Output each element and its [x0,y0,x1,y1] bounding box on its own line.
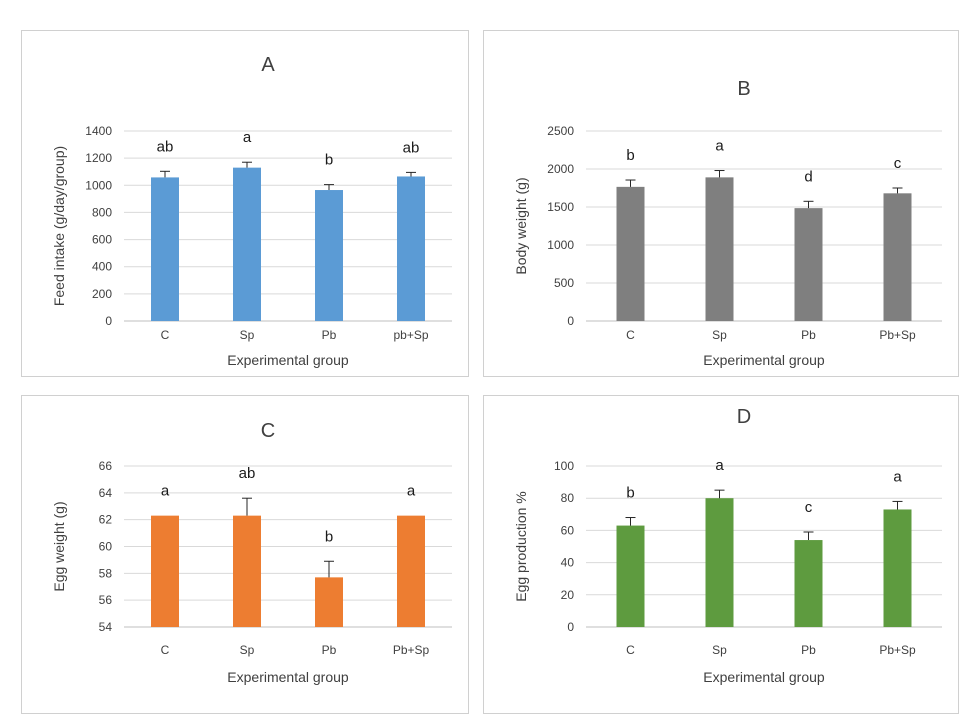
significance-letter: a [893,468,902,485]
significance-letter: a [243,129,252,146]
x-axis-title: Experimental group [703,669,825,685]
y-tick-label: 40 [561,556,575,570]
bar [705,498,734,627]
bar [315,577,343,627]
chart-svg: 54 56 58 60 62 64 66 Ca Sp ab Pb b Pb+Sp a C Experiment… [51,420,452,685]
chart-title: B [737,78,750,100]
bar [233,167,261,321]
significance-letter: a [407,483,416,500]
chart-title: A [261,54,275,76]
significance-letter: a [715,457,724,474]
x-axis-title: Experimental group [227,352,349,368]
y-tick-label: 100 [554,459,574,473]
x-tick-label: Pb+Sp [879,328,916,342]
y-tick-label: 56 [99,593,113,607]
y-tick-label: 20 [561,588,575,602]
chart-svg: 0 500 1000 1500 2000 2500 Cb Sp a Pb d Pb+Sp c B Exper… [513,78,942,368]
y-tick-label: 1200 [85,151,112,165]
significance-letter: b [626,147,634,164]
y-tick-label: 66 [99,459,113,473]
x-tick-label: Sp [712,643,727,657]
bar [315,190,343,321]
bar [151,177,179,321]
y-tick-label: 2000 [547,162,574,176]
chart-svg: 0 20 40 60 80 100 Cb Sp a Pb c Pb+Sp a D Experimental … [513,406,942,685]
bar [705,177,734,321]
x-tick-label: Pb+Sp [393,643,430,657]
y-tick-label: 800 [92,205,112,219]
y-tick-label: 0 [567,620,574,634]
y-tick-label: 1000 [547,238,574,252]
significance-letter: c [894,155,902,172]
y-tick-label: 80 [561,491,575,505]
x-tick-label: pb+Sp [393,328,428,342]
y-tick-label: 400 [92,260,112,274]
significance-letter: c [805,499,813,516]
y-tick-label: 60 [99,540,113,554]
y-tick-label: 64 [99,486,113,500]
x-axis-title: Experimental group [227,669,349,685]
bar [883,193,912,321]
bar [397,515,425,627]
significance-letter: b [626,485,634,502]
x-tick-label: Pb [801,328,816,342]
x-tick-label: Pb [322,643,337,657]
x-tick-label: Pb+Sp [879,643,916,657]
significance-letter: d [804,168,812,185]
significance-letter: a [715,138,724,155]
y-tick-label: 600 [92,233,112,247]
bar [233,515,261,627]
y-axis-title: Feed intake (g/day/group) [51,146,67,306]
y-tick-label: 200 [92,287,112,301]
y-tick-label: 0 [567,314,574,328]
y-tick-label: 54 [99,620,113,634]
bar [151,515,179,627]
x-tick-label: C [626,328,635,342]
x-tick-label: Pb [322,328,337,342]
bar [397,176,425,321]
significance-letter: ab [157,138,174,155]
y-tick-label: 1400 [85,124,112,138]
x-tick-label: C [161,643,170,657]
y-axis-title: Egg production % [513,491,529,602]
chart-title: D [737,406,751,428]
y-tick-label: 1000 [85,178,112,192]
significance-letter: b [325,152,333,169]
y-tick-label: 62 [99,513,113,527]
significance-letter: ab [239,465,256,482]
chart-title: C [261,420,275,442]
y-axis-title: Egg weight (g) [51,501,67,591]
significance-letter: b [325,528,333,545]
y-tick-label: 60 [561,523,575,537]
y-axis-title: Body weight (g) [513,177,529,274]
y-tick-label: 500 [554,276,574,290]
x-tick-label: C [161,328,170,342]
significance-letter: a [161,483,170,500]
bar [883,509,912,627]
y-tick-label: 1500 [547,200,574,214]
x-tick-label: Pb [801,643,816,657]
x-axis-title: Experimental group [703,352,825,368]
bar [794,208,823,321]
x-tick-label: Sp [712,328,727,342]
x-tick-label: Sp [240,328,255,342]
y-tick-label: 0 [105,314,112,328]
y-tick-label: 58 [99,566,113,580]
x-tick-label: C [626,643,635,657]
x-tick-label: Sp [240,643,255,657]
significance-letter: ab [403,139,420,156]
y-tick-label: 2500 [547,124,574,138]
bar [794,540,823,627]
bar [616,186,645,321]
chart-svg: 0 200 400 600 800 1000 1200 1400 Cab Sp a Pb b pb+Sp a… [51,54,452,368]
bar [616,525,645,627]
